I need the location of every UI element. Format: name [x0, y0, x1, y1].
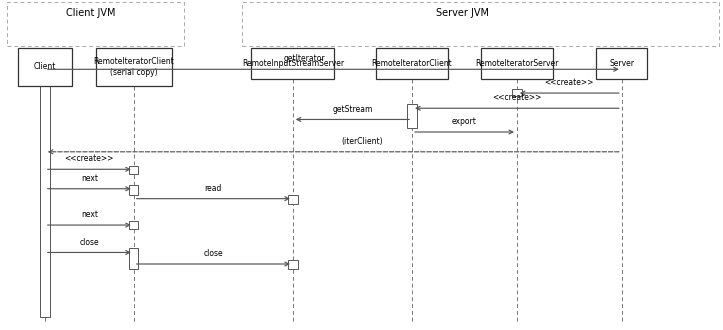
Bar — [252, 48, 335, 79]
Text: read: read — [205, 184, 222, 193]
Text: export: export — [452, 117, 477, 126]
Text: RemoteInputStreamServer: RemoteInputStreamServer — [241, 59, 344, 68]
Text: <<create>>: <<create>> — [492, 93, 542, 102]
Text: Server JVM: Server JVM — [436, 8, 489, 18]
Bar — [129, 248, 139, 269]
Bar — [17, 48, 72, 86]
Text: <<create>>: <<create>> — [64, 154, 114, 163]
Text: next: next — [81, 210, 98, 219]
Text: Server: Server — [609, 59, 634, 68]
Text: <<create>>: <<create>> — [544, 78, 594, 87]
Bar — [129, 221, 139, 229]
Bar — [129, 166, 139, 174]
Bar — [95, 48, 172, 86]
Text: Client JVM: Client JVM — [66, 8, 115, 18]
Text: (iterClient): (iterClient) — [341, 137, 383, 146]
Bar — [242, 2, 719, 46]
Text: RemoteIteratorServer: RemoteIteratorServer — [475, 59, 559, 68]
Bar — [129, 185, 139, 195]
Bar — [288, 195, 298, 204]
Bar — [40, 63, 49, 317]
Bar — [376, 48, 448, 79]
Bar — [512, 89, 522, 96]
Bar — [596, 48, 647, 79]
Bar — [481, 48, 553, 79]
Text: close: close — [203, 249, 223, 258]
Text: Client: Client — [34, 62, 56, 71]
Text: next: next — [81, 174, 98, 183]
Text: getStream: getStream — [333, 105, 372, 114]
Text: close: close — [80, 238, 99, 247]
Text: getIterator: getIterator — [283, 54, 325, 63]
Text: RemoteIteratorClient
(serial copy): RemoteIteratorClient (serial copy) — [93, 57, 174, 77]
Bar — [7, 2, 184, 46]
Text: RemoteIteratorClient: RemoteIteratorClient — [372, 59, 453, 68]
Bar — [288, 260, 298, 269]
Bar — [408, 104, 416, 128]
